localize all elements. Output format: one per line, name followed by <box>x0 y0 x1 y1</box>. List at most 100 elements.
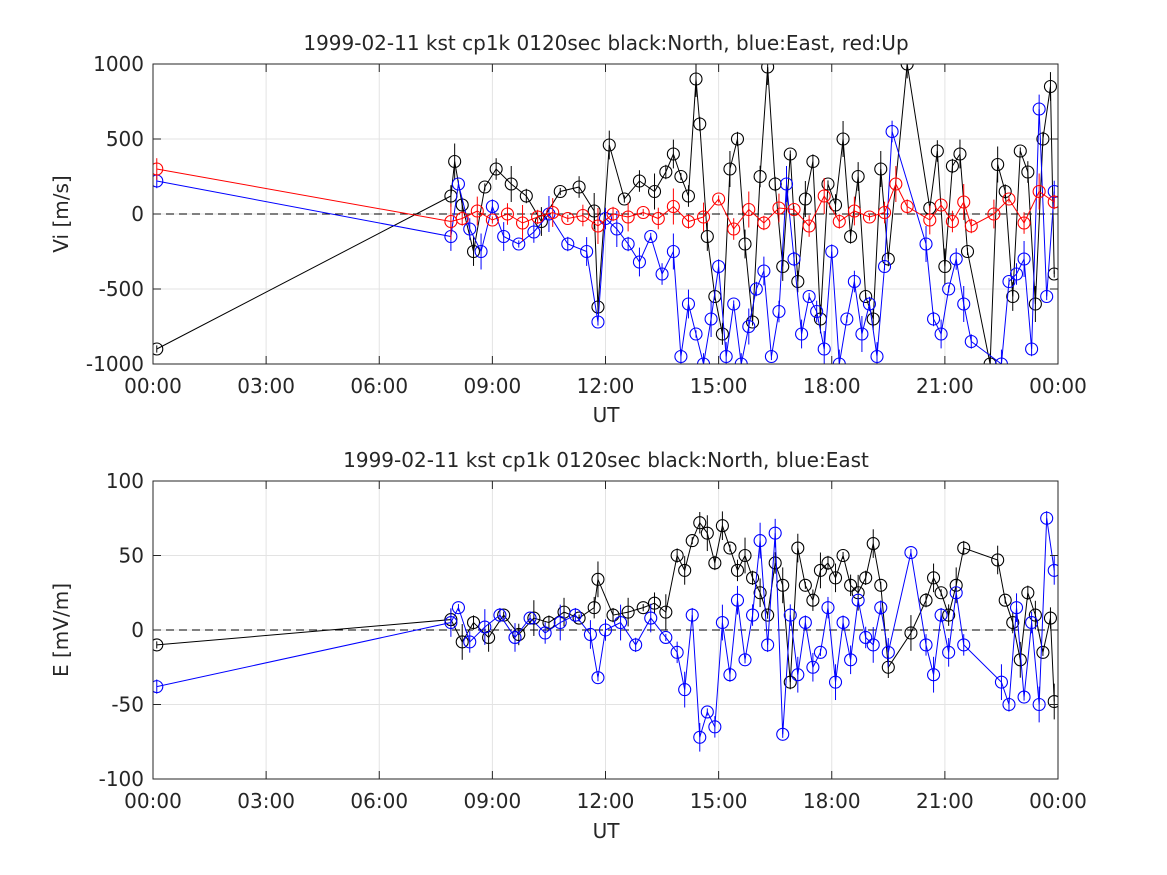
velocity-east-point <box>727 297 741 311</box>
velocity-east-point <box>561 237 575 251</box>
velocity-chart-title: 1999-02-11 kst cp1k 0120sec black:North,… <box>303 31 908 55</box>
velocity-east-point <box>632 255 646 269</box>
velocity-east-point <box>870 349 884 364</box>
efield-north-point <box>708 556 722 570</box>
efield-east-point <box>844 653 858 667</box>
velocity-series-group <box>153 64 1058 364</box>
efield-north-point <box>746 571 760 585</box>
efield-north-point <box>700 526 714 540</box>
efield-east-point <box>1032 697 1046 712</box>
efield-north-point <box>836 548 850 563</box>
velocity-north-point <box>693 117 707 131</box>
efield-north-point <box>783 675 797 689</box>
efield-east-point <box>730 593 745 607</box>
efield-east-point <box>614 615 628 630</box>
efield-east-point <box>1002 697 1016 712</box>
velocity-east-point <box>527 225 541 239</box>
efield-east-point <box>644 611 658 625</box>
velocity-east-line <box>156 108 1055 364</box>
velocity-up-point <box>802 219 816 233</box>
velocity-east-point <box>644 229 658 244</box>
velocity-east-point <box>485 199 499 214</box>
velocity-ytick-label: 1000 <box>93 52 144 76</box>
efield-north-point <box>791 541 805 555</box>
velocity-north-point <box>489 162 503 176</box>
efield-north-point <box>934 586 948 600</box>
efield-east-point <box>942 645 956 659</box>
velocity-north-point <box>632 174 646 188</box>
velocity-north-point <box>478 180 492 194</box>
efield-xtick-label: 06:00 <box>350 789 408 813</box>
velocity-east-point <box>749 282 763 296</box>
velocity-ytick-label: -500 <box>99 277 144 301</box>
velocity-up-point <box>934 198 948 212</box>
efield-xtick-label: 03:00 <box>237 789 295 813</box>
velocity-up-point <box>964 219 978 233</box>
efield-east-point <box>813 645 827 659</box>
velocity-east-point <box>994 357 1008 364</box>
efield-east-point <box>768 526 782 540</box>
velocity-chart: 1999-02-11 kst cp1k 0120sec black:North,… <box>49 31 1087 427</box>
velocity-east-point <box>1025 342 1039 356</box>
velocity-north-point <box>806 154 820 169</box>
velocity-up-point <box>727 222 741 236</box>
velocity-xtick-label: 18:00 <box>803 374 861 398</box>
velocity-north-point <box>783 147 797 161</box>
velocity-north-point <box>768 177 782 191</box>
velocity-xtick-label: 03:00 <box>237 374 295 398</box>
efield-north-point <box>919 593 933 607</box>
velocity-up-point <box>787 202 801 217</box>
velocity-north-point <box>983 357 997 364</box>
velocity-up-point <box>877 205 892 220</box>
velocity-east-point <box>451 177 465 191</box>
efield-east-point <box>723 668 737 682</box>
efield-east-point <box>685 608 699 622</box>
velocity-north-point <box>821 177 835 191</box>
velocity-north-point <box>723 162 737 176</box>
efield-ytick-label: 100 <box>106 469 144 493</box>
velocity-north-point <box>1043 79 1058 94</box>
velocity-north-point <box>738 237 752 251</box>
velocity-up-point <box>621 210 635 224</box>
velocity-north-point <box>866 312 880 326</box>
velocity-north-point <box>689 72 703 86</box>
efield-north-point <box>621 605 635 619</box>
efield-north-point <box>806 593 820 607</box>
velocity-east-point <box>817 342 831 356</box>
velocity-xtick-label: 06:00 <box>350 374 408 398</box>
velocity-up-point <box>470 204 484 218</box>
efield-east-point <box>659 630 673 645</box>
velocity-east-point <box>666 244 680 259</box>
velocity-east-point <box>610 222 624 236</box>
velocity-up-point <box>500 207 515 221</box>
velocity-north-point <box>700 229 714 244</box>
velocity-east-point <box>591 315 605 329</box>
velocity-east-point <box>598 211 613 226</box>
efield-chart: 1999-02-11 kst cp1k 0120sec black:North,… <box>49 448 1087 843</box>
velocity-east-point <box>787 252 801 266</box>
efield-east-point <box>828 675 843 689</box>
efield-north-point <box>859 571 873 585</box>
velocity-north-point <box>666 147 680 161</box>
efield-east-point <box>451 601 465 615</box>
efield-north-point <box>715 519 729 533</box>
efield-north-point <box>572 611 586 625</box>
velocity-east-point <box>795 327 809 341</box>
velocity-east-point <box>840 312 854 326</box>
efield-north-point <box>768 556 782 570</box>
efield-xtick-label: 12:00 <box>577 789 635 813</box>
velocity-north-point <box>900 64 914 71</box>
efield-east-point <box>791 668 805 682</box>
efield-north-point <box>998 593 1012 607</box>
efield-east-point <box>851 593 865 607</box>
efield-east-point <box>761 638 775 652</box>
velocity-ytick-label: 500 <box>106 127 144 151</box>
velocity-north-point <box>1028 297 1042 311</box>
efield-east-point <box>693 730 707 744</box>
efield-north-point <box>723 541 737 555</box>
velocity-east-point <box>779 177 794 191</box>
efield-north-point <box>1043 611 1058 625</box>
efield-east-point <box>776 727 790 741</box>
efield-east-point <box>957 638 971 652</box>
velocity-east-point <box>885 124 899 139</box>
